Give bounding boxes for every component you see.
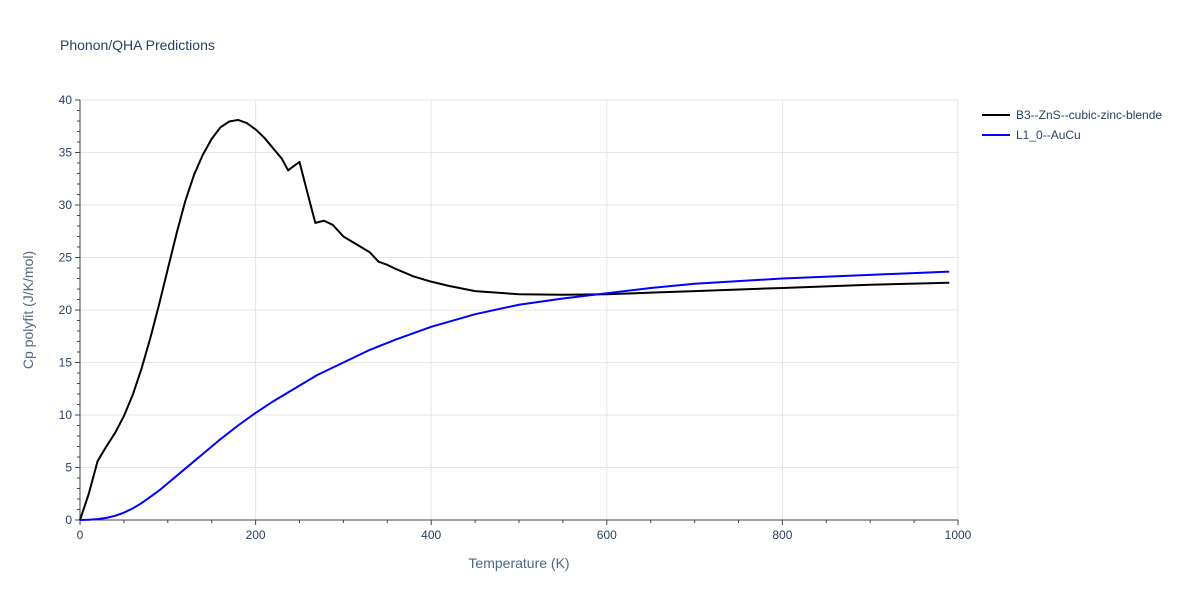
y-tick-label: 35 bbox=[59, 146, 73, 160]
x-tick-label: 800 bbox=[772, 528, 792, 542]
y-tick-label: 20 bbox=[59, 303, 73, 317]
x-tick-label: 200 bbox=[246, 528, 266, 542]
y-tick-label: 30 bbox=[59, 198, 73, 212]
series-line-0 bbox=[79, 118, 950, 521]
y-tick-label: 40 bbox=[59, 93, 73, 107]
x-tick-label: 0 bbox=[77, 528, 84, 542]
y-tick-label: 10 bbox=[59, 408, 73, 422]
y-axis-label: Cp polyfit (J/K/mol) bbox=[20, 251, 36, 369]
series-layer bbox=[79, 118, 950, 521]
legend-label: L1_0--AuCu bbox=[1016, 128, 1081, 142]
y-tick-label: 15 bbox=[59, 356, 73, 370]
x-tick-label: 600 bbox=[597, 528, 617, 542]
grid bbox=[80, 99, 959, 520]
legend[interactable]: B3--ZnS--cubic-zinc-blende L1_0--AuCu bbox=[982, 108, 1162, 142]
series-line-1 bbox=[79, 270, 950, 521]
x-tick-label: 1000 bbox=[945, 528, 972, 542]
legend-item-0[interactable]: B3--ZnS--cubic-zinc-blende bbox=[982, 108, 1162, 122]
chart-title: Phonon/QHA Predictions bbox=[60, 37, 215, 53]
x-tick-label: 400 bbox=[421, 528, 441, 542]
y-tick-label: 25 bbox=[59, 251, 73, 265]
y-tick-label: 0 bbox=[65, 513, 72, 527]
x-axis-label: Temperature (K) bbox=[468, 555, 569, 571]
y-tick-label: 5 bbox=[65, 461, 72, 475]
legend-item-1[interactable]: L1_0--AuCu bbox=[982, 128, 1081, 142]
legend-label: B3--ZnS--cubic-zinc-blende bbox=[1016, 108, 1162, 122]
axes: 0 200 400 600 800 1000 0 5 10 15 20 25 30 35 40 bbox=[59, 93, 972, 542]
